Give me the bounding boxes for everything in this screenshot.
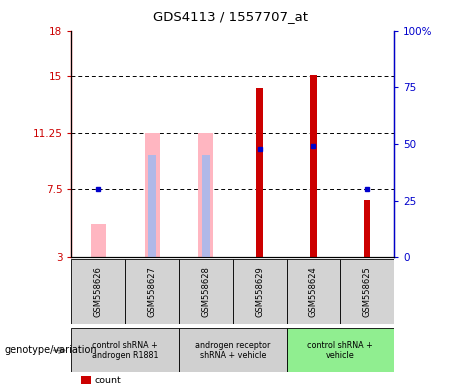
Bar: [179, 259, 233, 324]
Text: GSM558627: GSM558627: [148, 266, 157, 317]
Bar: [310, 74, 317, 257]
Text: genotype/variation: genotype/variation: [5, 345, 97, 356]
Text: androgen receptor
shRNA + vehicle: androgen receptor shRNA + vehicle: [195, 341, 271, 360]
Bar: [148, 155, 156, 257]
Text: GSM558628: GSM558628: [201, 266, 210, 317]
Bar: [91, 224, 106, 257]
Bar: [145, 133, 160, 257]
Text: count: count: [95, 376, 121, 384]
Bar: [179, 328, 287, 372]
Bar: [340, 259, 394, 324]
Bar: [287, 328, 394, 372]
Text: control shRNA +
vehicle: control shRNA + vehicle: [307, 341, 373, 360]
Bar: [364, 200, 371, 257]
Bar: [125, 259, 179, 324]
Bar: [256, 88, 263, 257]
Text: control shRNA +
androgen R1881: control shRNA + androgen R1881: [92, 341, 159, 360]
Text: GSM558626: GSM558626: [94, 266, 103, 317]
Bar: [287, 259, 340, 324]
Bar: [198, 133, 213, 257]
Text: GDS4113 / 1557707_at: GDS4113 / 1557707_at: [153, 10, 308, 23]
Text: GSM558629: GSM558629: [255, 266, 264, 317]
Text: GSM558624: GSM558624: [309, 266, 318, 317]
Bar: [233, 259, 287, 324]
Bar: [71, 259, 125, 324]
Bar: [71, 328, 179, 372]
Bar: [202, 155, 210, 257]
Text: GSM558625: GSM558625: [363, 266, 372, 317]
Bar: [81, 376, 91, 384]
